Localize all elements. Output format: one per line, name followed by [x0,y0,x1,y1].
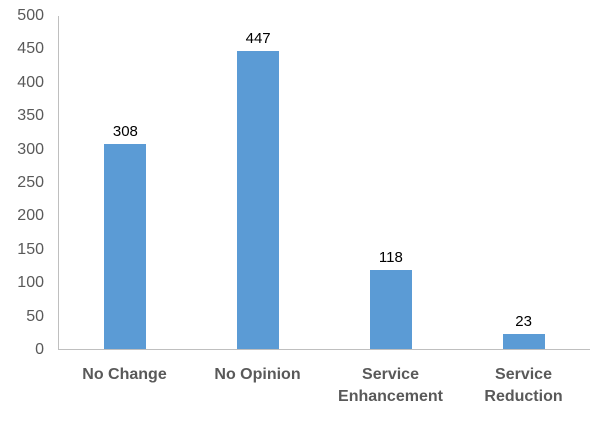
bar-value-label: 23 [515,312,532,330]
y-tick-label: 400 [17,73,44,91]
bars-container: 308 447 118 23 [59,16,590,349]
x-category-label: Service Reduction [484,366,563,405]
bar-value-label: 447 [245,30,271,48]
y-axis: 0 50 100 150 200 250 300 350 400 450 500 [0,8,52,358]
x-category-label: No Change [82,366,167,383]
y-tick-label: 300 [17,140,44,158]
x-category-label: No Opinion [214,366,301,383]
bar [237,51,280,349]
y-tick-label: 500 [17,7,44,24]
y-tick-label: 250 [17,174,44,191]
x-axis: No Change No Opinion Service Enhancement Se… [58,356,590,426]
y-tick-label: 100 [17,274,44,292]
y-tick-label: 200 [17,207,44,225]
bar [104,143,147,349]
bar-value-label: 308 [112,122,138,140]
bar-value-label: 118 [378,249,403,267]
bar [369,270,412,349]
y-tick-label: 350 [17,107,44,125]
y-tick-label: 150 [17,240,44,258]
bar-slot: 308 [59,16,192,349]
bar-slot: 447 [192,16,325,349]
x-category-label: Service Enhancement [338,366,443,405]
bar-slot: 118 [325,16,458,349]
y-tick-label: 50 [26,307,44,325]
y-tick-label: 450 [17,40,44,58]
plot-area: 308 447 118 23 [58,16,590,350]
bar-slot: 23 [457,16,590,349]
bar [502,333,545,349]
y-tick-label: 0 [35,341,44,358]
